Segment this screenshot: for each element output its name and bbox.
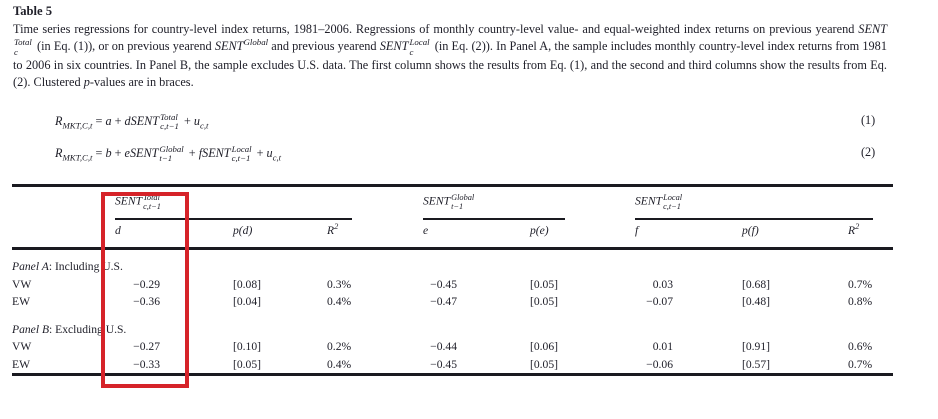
- cell-e: −0.45: [430, 277, 457, 291]
- cell-pe: [0.05]: [530, 277, 559, 291]
- cell-pf: [0.48]: [742, 295, 771, 308]
- column-header-empty: [12, 224, 115, 237]
- equation-2-number: (2): [861, 145, 876, 159]
- table-caption: Time series regressions for country-leve…: [13, 22, 887, 90]
- cell-r2-eq2: 0.8%: [848, 295, 873, 308]
- table-title: Table 5: [13, 4, 53, 18]
- cell-f: −0.07: [646, 295, 673, 308]
- cell-pe: [0.06]: [530, 340, 559, 353]
- column-header-row: d p(d) R2 e p(e) f p(f) R2: [12, 222, 893, 237]
- cell-pd: [0.08]: [233, 277, 262, 291]
- column-header-pe: p(e): [530, 224, 549, 237]
- group-underline-global: [423, 218, 565, 220]
- group-header-sent-total: SENT Total c,t−1: [115, 193, 161, 211]
- cell-pf: [0.68]: [742, 277, 771, 291]
- cell-r2-eq1: 0.3%: [327, 277, 352, 291]
- cell-pe: [0.05]: [530, 357, 559, 371]
- row-label: VW: [12, 277, 32, 291]
- column-header-pd: p(d): [233, 224, 253, 237]
- cell-pf: [0.91]: [742, 340, 771, 353]
- equation-2: RMKT,C,t = b + eSENT Global t−1 + fSENT Loc…: [55, 144, 282, 164]
- column-header-pf: p(f): [742, 224, 759, 237]
- group-underline-total: [115, 218, 352, 220]
- cell-pe: [0.05]: [530, 295, 559, 308]
- group-header-sent-local: SENT Local c,t−1: [635, 193, 683, 211]
- table-row-panel-b-vw: VW −0.27 [0.10] 0.2% −0.44 [0.06] 0.01 […: [12, 338, 893, 356]
- cell-r2-eq2: 0.7%: [848, 357, 873, 371]
- annotation-highlight-rect: [101, 192, 189, 388]
- table-row-panel-a-ew: EW −0.36 [0.04] 0.4% −0.47 [0.05] −0.07 …: [12, 293, 893, 311]
- cell-r2-eq2: 0.7%: [848, 277, 873, 291]
- cell-f: 0.01: [652, 340, 673, 353]
- cell-d: −0.33: [133, 357, 160, 371]
- equation-1-number: (1): [861, 113, 876, 127]
- cell-r2-eq2: 0.6%: [848, 340, 873, 353]
- cell-e: −0.47: [430, 295, 457, 308]
- cell-f: 0.03: [652, 277, 673, 291]
- cell-f: −0.06: [646, 357, 673, 371]
- regression-table: SENT Total c,t−1 SENT Global t−1 SENT Local c,…: [12, 184, 893, 379]
- table-top-rule: [12, 184, 893, 187]
- cell-r2-eq1: 0.2%: [327, 340, 352, 353]
- cell-r2-eq1: 0.4%: [327, 357, 352, 371]
- cell-pd: [0.10]: [233, 340, 262, 353]
- cell-pd: [0.04]: [233, 295, 262, 308]
- column-header-r2-eq1: R2: [327, 222, 339, 237]
- cell-pf: [0.57]: [742, 357, 771, 371]
- cell-pd: [0.05]: [233, 357, 262, 371]
- equation-1: RMKT,C,t = a + dSENT Total c,t−1 + uc,t: [55, 112, 209, 132]
- table-mid-rule: [12, 247, 893, 250]
- table-row-panel-b-ew: EW −0.33 [0.05] 0.4% −0.45 [0.05] −0.06 …: [12, 356, 893, 374]
- column-header-d: d: [115, 224, 121, 237]
- cell-d: −0.36: [133, 295, 160, 308]
- column-header-r2-eq2: R2: [848, 222, 860, 237]
- column-header-e: e: [423, 224, 429, 237]
- row-label: VW: [12, 340, 32, 353]
- group-underline-local: [635, 218, 873, 220]
- column-header-f: f: [635, 224, 639, 237]
- section-label-panel-b: Panel B: Excluding U.S.: [12, 322, 127, 336]
- row-label: EW: [12, 295, 31, 308]
- cell-e: −0.45: [430, 357, 457, 371]
- cell-d: −0.27: [133, 340, 160, 353]
- table-bottom-rule: [12, 373, 893, 376]
- cell-r2-eq1: 0.4%: [327, 295, 352, 308]
- cell-d: −0.29: [133, 277, 160, 291]
- row-label: EW: [12, 357, 31, 371]
- table-row-panel-a-vw: VW −0.29 [0.08] 0.3% −0.45 [0.05] 0.03 […: [12, 276, 893, 294]
- group-header-sent-global: SENT Global t−1: [423, 193, 475, 211]
- cell-e: −0.44: [430, 340, 457, 353]
- table-body: Panel A: Including U.S. VW −0.29 [0.08] …: [12, 250, 893, 373]
